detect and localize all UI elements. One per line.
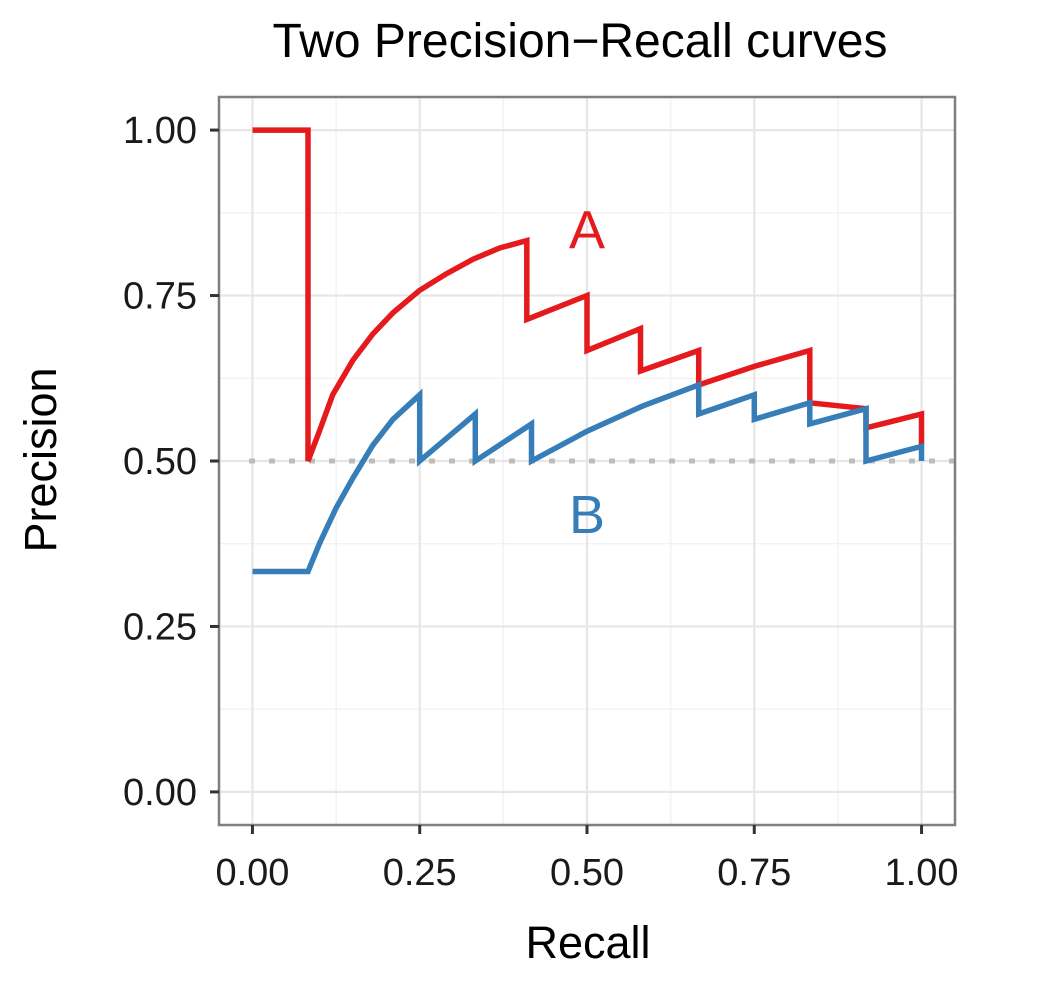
x-tick-label: 0.50 <box>550 852 624 894</box>
series-label-b: B <box>569 485 605 545</box>
y-tick-label: 0.00 <box>123 772 197 814</box>
series-label-a: A <box>569 200 605 260</box>
axis-ticks: 0.00 0.25 0.50 0.75 1.00 0.00 0.25 0.50 0.75 1.00 <box>123 110 958 894</box>
chart-title: Two Precision−Recall curves <box>273 15 888 68</box>
x-tick-label: 0.00 <box>215 852 289 894</box>
x-tick-label: 1.00 <box>885 852 959 894</box>
y-axis-title: Precision <box>15 367 66 552</box>
x-tick-label: 0.25 <box>383 852 457 894</box>
series-label-layer: AB <box>569 200 605 545</box>
y-tick-label: 0.50 <box>123 441 197 483</box>
x-tick-label: 0.75 <box>717 852 791 894</box>
x-axis-title: Recall <box>525 917 650 968</box>
y-tick-label: 0.75 <box>123 276 197 318</box>
series-line-b <box>252 380 925 575</box>
y-tick-label: 0.25 <box>123 606 197 648</box>
y-tick-label: 1.00 <box>123 110 197 152</box>
series-line-a <box>252 127 925 462</box>
series-layer <box>252 127 925 575</box>
